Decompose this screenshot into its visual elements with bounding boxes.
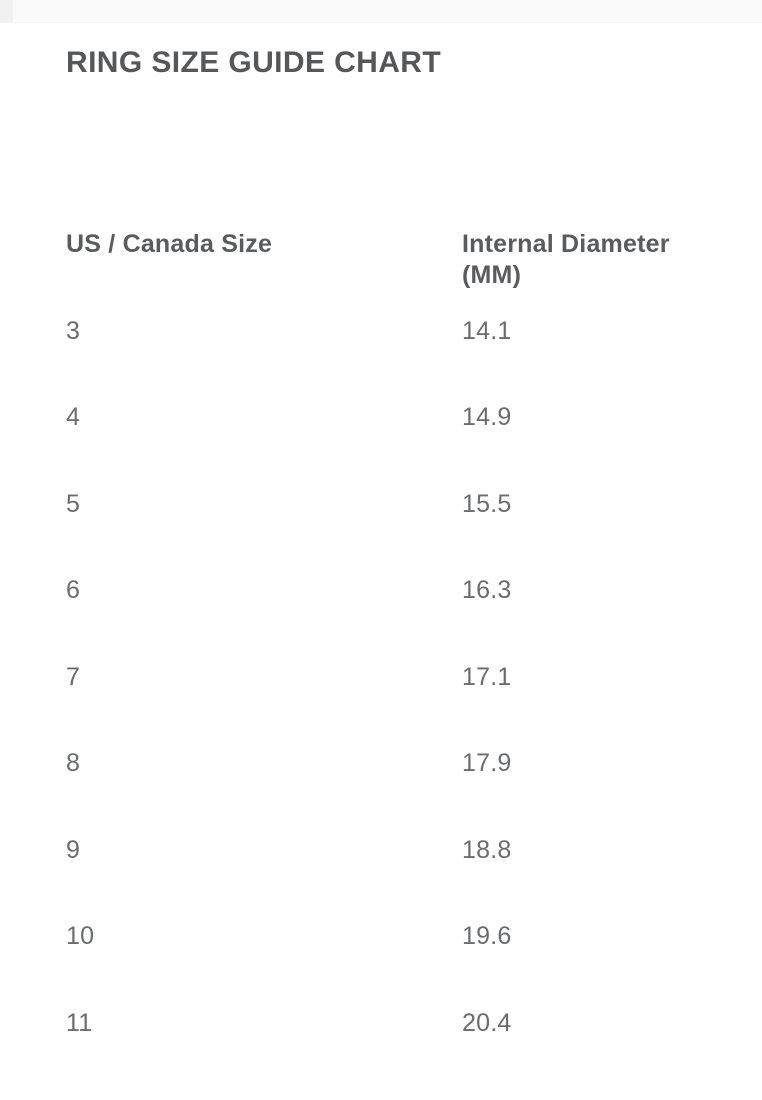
table-row: 11 20.4 xyxy=(66,1008,726,1095)
table-row: 8 17.9 xyxy=(66,748,726,835)
diameter-value: 18.8 xyxy=(462,835,512,864)
diameter-value: 14.1 xyxy=(462,316,512,345)
column-header-internal-diameter: Internal Diameter (MM) xyxy=(462,230,670,289)
diameter-value: 17.9 xyxy=(462,749,512,777)
table-header-row: US / Canada Size Internal Diameter (MM) xyxy=(66,229,726,316)
ring-size-table: US / Canada Size Internal Diameter (MM) … xyxy=(66,229,726,1094)
table-row: 5 15.5 xyxy=(66,489,726,576)
diameter-value: 14.9 xyxy=(462,403,512,431)
top-left-corner-shade xyxy=(0,0,13,22)
table-row: 6 16.3 xyxy=(66,575,726,662)
ring-size-value: 5 xyxy=(66,489,81,518)
ring-size-value: 11 xyxy=(66,1008,93,1037)
ring-size-value: 9 xyxy=(66,835,81,864)
diameter-value: 20.4 xyxy=(462,1008,512,1037)
table-row: 4 14.9 xyxy=(66,402,726,489)
table-row: 9 18.8 xyxy=(66,835,726,922)
page-title: RING SIZE GUIDE CHART xyxy=(66,46,442,79)
ring-size-value: 3 xyxy=(66,316,81,345)
ring-size-value: 10 xyxy=(66,922,95,950)
diameter-value: 19.6 xyxy=(462,922,512,950)
column-header-us-canada-size: US / Canada Size xyxy=(66,230,273,258)
table-row: 10 19.6 xyxy=(66,921,726,1008)
ring-size-value: 7 xyxy=(66,662,81,691)
ring-size-value: 4 xyxy=(66,403,81,431)
diameter-value: 17.1 xyxy=(462,662,512,691)
ring-size-value: 6 xyxy=(66,576,81,604)
diameter-value: 16.3 xyxy=(462,576,512,604)
table-row: 7 17.1 xyxy=(66,662,726,749)
ring-size-value: 8 xyxy=(66,749,81,777)
diameter-value: 15.5 xyxy=(462,489,512,518)
top-band xyxy=(0,0,762,23)
table-row: 3 14.1 xyxy=(66,316,726,403)
